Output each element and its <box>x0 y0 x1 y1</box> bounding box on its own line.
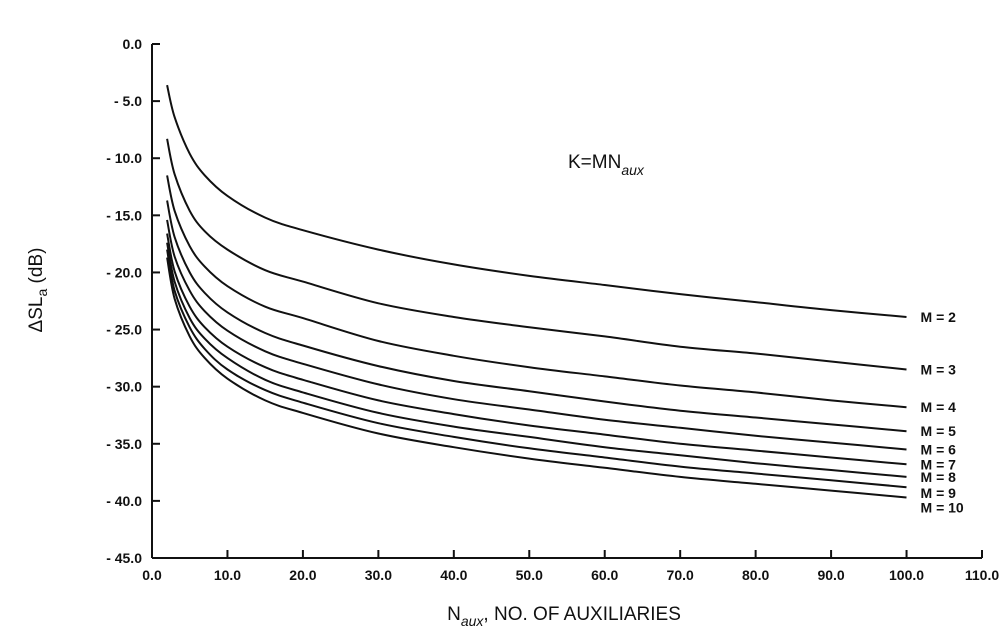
x-tick-label: 20.0 <box>289 567 316 583</box>
y-tick-label: - 25.0 <box>106 322 142 338</box>
x-tick-label: 60.0 <box>591 567 618 583</box>
x-axis-title-rest: , NO. OF AUXILIARIES <box>483 604 680 625</box>
annotation-sub: aux <box>621 162 645 178</box>
axes: 0.0 - 5.0 - 10.0 - 15.0 - 20.0 - 25.0 - 30.0 - … <box>106 36 999 583</box>
y-axis-title-main: ΔSL <box>26 297 47 333</box>
y-tick-label: 0.0 <box>123 36 143 52</box>
x-axis-title: Naux, NO. OF AUXILIARIES <box>447 604 681 629</box>
series-line <box>166 200 907 433</box>
series-label: M = 10 <box>921 500 964 516</box>
x-axis-title-main: N <box>447 604 461 625</box>
series-line <box>166 242 907 478</box>
series-labels: M = 2 M = 3 M = 4 M = 5 M = 6M = 7M = 8M = 9… <box>921 309 964 516</box>
series-label: M = 9 <box>921 485 957 501</box>
x-tick-label: 10.0 <box>214 567 241 583</box>
series-label: M = 6 <box>921 441 957 457</box>
y-tick-label: - 45.0 <box>106 550 142 566</box>
x-tick-label: 30.0 <box>365 567 392 583</box>
x-tick-label: 0.0 <box>142 567 162 583</box>
curves <box>166 84 907 499</box>
y-axis-title-rest: (dB) <box>26 248 47 289</box>
y-axis-title: ΔSLa (dB) <box>26 248 50 333</box>
y-tick-label: - 5.0 <box>114 93 142 109</box>
x-tick-label: 110.0 <box>965 567 999 583</box>
x-tick-label: 90.0 <box>817 567 844 583</box>
series-line <box>166 257 907 499</box>
chart-annotation: K=MNaux <box>568 152 645 178</box>
x-tick-label: 50.0 <box>516 567 543 583</box>
y-tick-label: - 20.0 <box>106 264 142 280</box>
annotation-main: K=MN <box>568 152 621 173</box>
series-label: M = 2 <box>921 309 957 325</box>
x-ticks: 0.0 10.0 20.0 30.0 40.0 50.0 60.0 70.0 80.0 90.0 1… <box>142 550 999 583</box>
series-label: M = 5 <box>921 423 957 439</box>
x-tick-label: 40.0 <box>440 567 467 583</box>
x-tick-label: 100.0 <box>889 567 924 583</box>
series-line <box>166 219 907 451</box>
series-line <box>166 138 907 371</box>
series-line <box>166 233 907 466</box>
y-tick-label: - 35.0 <box>106 436 142 452</box>
y-tick-label: - 30.0 <box>106 379 142 395</box>
y-ticks: 0.0 - 5.0 - 10.0 - 15.0 - 20.0 - 25.0 - 30.0 - … <box>106 36 160 566</box>
y-tick-label: - 15.0 <box>106 207 142 223</box>
series-label: M = 7 <box>921 456 957 472</box>
series-label: M = 3 <box>921 362 957 378</box>
series-line <box>166 84 907 318</box>
series-line <box>166 175 907 409</box>
y-tick-label: - 40.0 <box>106 493 142 509</box>
y-tick-label: - 10.0 <box>106 150 142 166</box>
series-label: M = 8 <box>921 469 957 485</box>
x-tick-label: 70.0 <box>667 567 694 583</box>
x-tick-label: 80.0 <box>742 567 769 583</box>
series-line <box>166 249 907 489</box>
x-axis-title-sub: aux <box>461 613 485 629</box>
series-label: M = 4 <box>921 399 957 415</box>
y-axis-title-sub: a <box>34 289 50 297</box>
